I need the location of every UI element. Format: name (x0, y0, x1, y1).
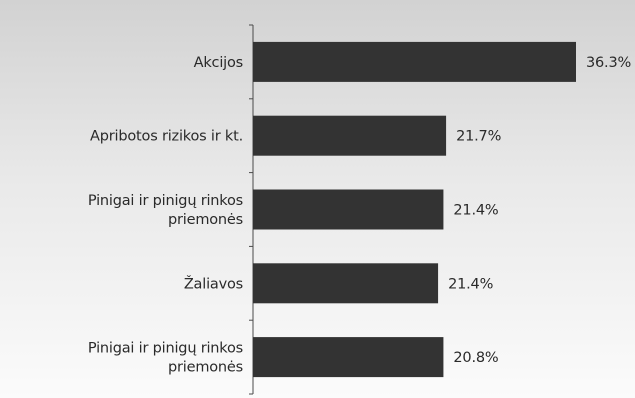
value-label: 21.4% (448, 276, 493, 292)
category-label: Akcijos (194, 55, 243, 71)
value-label: 21.4% (453, 203, 498, 219)
category-label: Žaliavos (184, 274, 243, 292)
value-label: 36.3% (586, 55, 631, 71)
bar (253, 263, 439, 304)
bar (253, 115, 447, 156)
category-label: Pinigai ir pinigų rinkos priemonės (88, 341, 243, 376)
bar (253, 337, 444, 378)
value-label: 21.7% (456, 129, 501, 145)
bar (253, 189, 444, 230)
value-label: 20.8% (453, 350, 498, 366)
bar (253, 41, 576, 82)
category-label: Pinigai ir pinigų rinkos priemonės (88, 193, 243, 228)
category-label: Apribotos rizikos ir kt. (90, 129, 243, 145)
